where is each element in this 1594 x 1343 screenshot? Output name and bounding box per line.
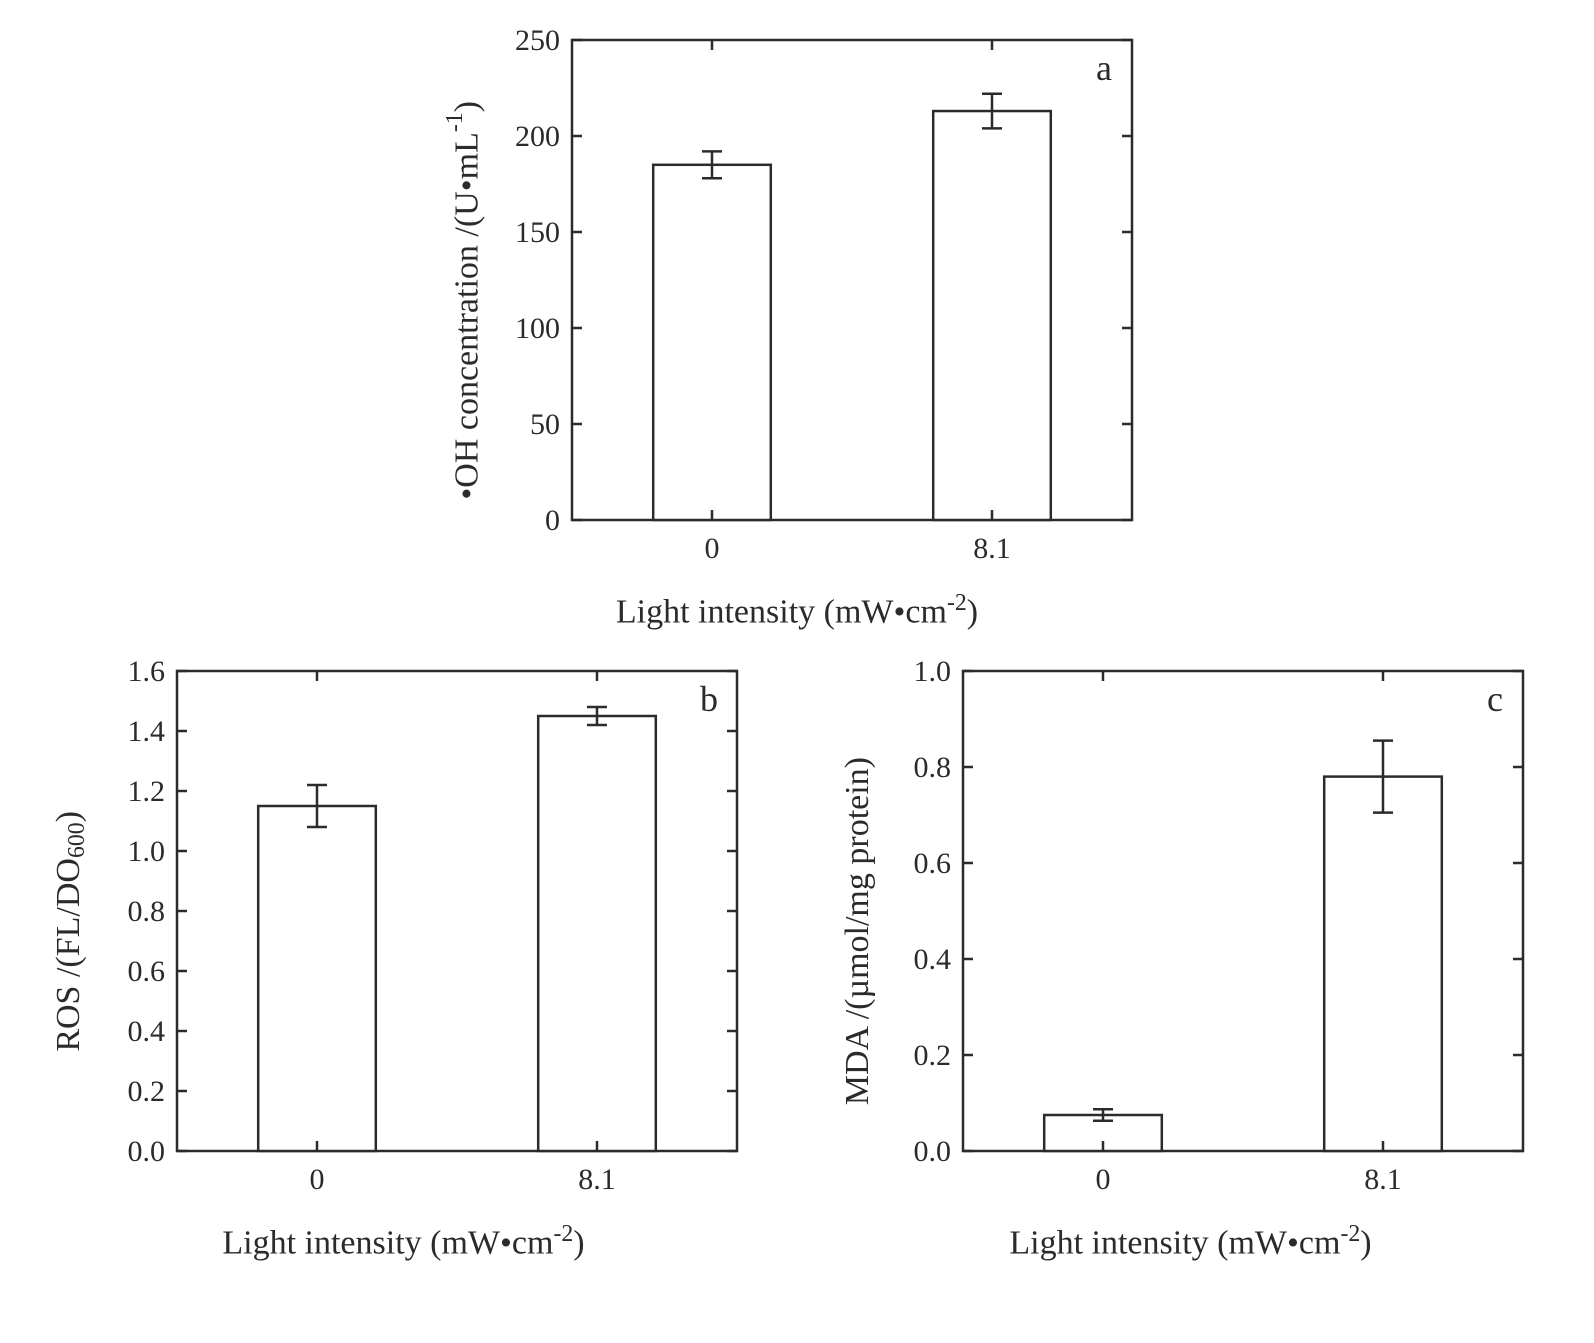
- svg-text:50: 50: [530, 408, 560, 441]
- svg-text:0: 0: [309, 1163, 324, 1196]
- bar: [653, 165, 771, 520]
- panel-c-ylabel: MDA /(µmol/mg protein): [839, 757, 877, 1105]
- panel-a: •OH concentration /(U•mL-1) 0 50 100 150 200…: [407, 20, 1187, 631]
- bar: [933, 111, 1051, 520]
- svg-text:0.4: 0.4: [913, 943, 951, 976]
- svg-text:8.1: 8.1: [578, 1163, 616, 1196]
- panel-c-xlabel: Light intensity (mW•cm-2): [1009, 1221, 1371, 1262]
- panel-letter: b: [700, 679, 718, 719]
- panel-a-xlabel: Light intensity (mW•cm-2): [616, 590, 978, 631]
- svg-text:250: 250: [515, 24, 560, 57]
- bar: [538, 716, 656, 1151]
- bar: [258, 806, 376, 1151]
- figure-container: •OH concentration /(U•mL-1) 0 50 100 150 200…: [20, 20, 1574, 1263]
- svg-text:0.6: 0.6: [127, 955, 165, 988]
- svg-text:0.0: 0.0: [127, 1135, 165, 1168]
- panel-letter: a: [1096, 48, 1112, 88]
- svg-text:100: 100: [515, 312, 560, 345]
- panel-a-svg: 0 50 100 150 200 250 0 8.1 a: [492, 20, 1152, 580]
- svg-text:150: 150: [515, 216, 560, 249]
- svg-text:1.2: 1.2: [127, 775, 165, 808]
- panel-b-xlabel: Light intensity (mW•cm-2): [222, 1221, 584, 1262]
- panel-c-svg: 0.0 0.2 0.4 0.6 0.8 1.0 0 8.1 c: [883, 651, 1543, 1211]
- panel-c: MDA /(µmol/mg protein) 0.0 0.2 0.4 0.6 0.8 1.…: [807, 651, 1574, 1262]
- svg-text:0.2: 0.2: [913, 1039, 951, 1072]
- svg-text:8.1: 8.1: [973, 532, 1011, 565]
- svg-text:0.6: 0.6: [913, 847, 951, 880]
- panel-b: ROS /(FL/DO600) 0.0 0.2 0.4 0.6 0.8 1.0 1.2 1.4…: [20, 651, 787, 1262]
- svg-text:0: 0: [545, 504, 560, 537]
- svg-text:0.0: 0.0: [913, 1135, 951, 1168]
- svg-text:0: 0: [705, 532, 720, 565]
- bar: [1324, 777, 1442, 1151]
- svg-text:1.4: 1.4: [127, 715, 165, 748]
- svg-text:0: 0: [1095, 1163, 1110, 1196]
- svg-text:0.2: 0.2: [127, 1075, 165, 1108]
- panel-b-svg: 0.0 0.2 0.4 0.6 0.8 1.0 1.2 1.4 1.6 0 8.1 b: [97, 651, 757, 1211]
- panel-a-ylabel: •OH concentration /(U•mL-1): [442, 101, 486, 500]
- svg-text:200: 200: [515, 120, 560, 153]
- svg-text:1.0: 1.0: [127, 835, 165, 868]
- panel-b-ylabel: ROS /(FL/DO600): [50, 811, 91, 1052]
- svg-text:0.4: 0.4: [127, 1015, 165, 1048]
- svg-text:8.1: 8.1: [1364, 1163, 1402, 1196]
- svg-text:1.6: 1.6: [127, 655, 165, 688]
- panel-letter: c: [1487, 679, 1503, 719]
- svg-text:0.8: 0.8: [127, 895, 165, 928]
- svg-text:1.0: 1.0: [913, 655, 951, 688]
- svg-text:0.8: 0.8: [913, 751, 951, 784]
